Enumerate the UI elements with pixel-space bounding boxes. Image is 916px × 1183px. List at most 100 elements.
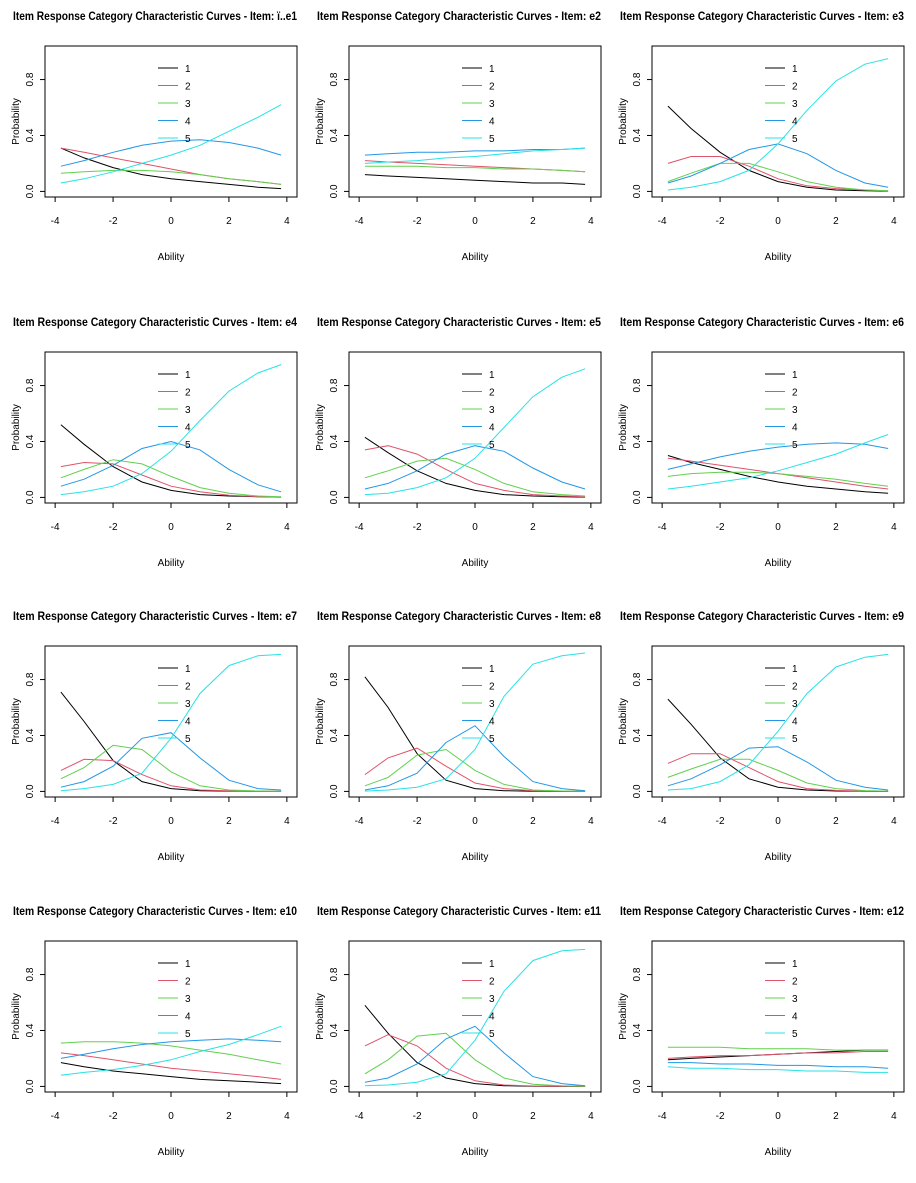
x-tick-label: -4 — [355, 522, 364, 533]
x-tick-label: -4 — [658, 816, 667, 827]
x-tick-label: 2 — [530, 1111, 536, 1122]
legend-label: 4 — [792, 117, 798, 128]
y-tick-label: 0.4 — [25, 1023, 36, 1037]
legend-label: 1 — [489, 664, 495, 675]
curve — [667, 698, 889, 792]
x-axis-label: Ability — [765, 558, 792, 569]
x-tick-label: 0 — [775, 522, 781, 533]
x-axis-label: Ability — [462, 252, 489, 263]
y-tick-label: 0.0 — [632, 490, 643, 504]
x-tick-label: 4 — [588, 816, 594, 827]
x-tick-label: 0 — [168, 816, 174, 827]
x-tick-label: -4 — [51, 522, 60, 533]
x-tick-label: 0 — [775, 216, 781, 227]
curve — [364, 948, 586, 1087]
curve — [364, 368, 586, 496]
plot-frame — [651, 645, 905, 798]
x-tick-label: 4 — [891, 522, 897, 533]
curve — [60, 461, 282, 498]
curve — [667, 653, 889, 791]
legend-label: 1 — [792, 370, 798, 381]
x-tick-label: -2 — [716, 816, 725, 827]
x-tick-label: -4 — [658, 1111, 667, 1122]
x-tick-label: -4 — [355, 816, 364, 827]
legend-label: 2 — [489, 82, 495, 93]
x-tick-label: -2 — [413, 216, 422, 227]
legend-label: 4 — [185, 717, 191, 728]
legend-label: 5 — [185, 440, 191, 451]
x-tick-label: 2 — [226, 1111, 232, 1122]
curve — [60, 1052, 282, 1080]
x-axis-label: Ability — [158, 558, 185, 569]
x-tick-label: 0 — [472, 216, 478, 227]
x-tick-label: 4 — [588, 522, 594, 533]
legend-label: 4 — [792, 423, 798, 434]
curve — [60, 1041, 282, 1065]
x-axis-label: Ability — [462, 852, 489, 863]
chart-title: Item Response Category Characteristic Cu… — [317, 611, 602, 623]
x-tick-label: -4 — [658, 216, 667, 227]
x-tick-label: 2 — [226, 216, 232, 227]
legend-label: 1 — [185, 64, 191, 75]
legend-label: 5 — [489, 134, 495, 145]
curve — [60, 1025, 282, 1076]
x-tick-label: 0 — [472, 522, 478, 533]
x-tick-label: -2 — [716, 1111, 725, 1122]
y-tick-label: 0.8 — [329, 967, 340, 981]
legend-label: 3 — [185, 99, 191, 110]
legend-label: 3 — [185, 994, 191, 1005]
x-axis-label: Ability — [158, 252, 185, 263]
plot-frame — [651, 351, 905, 504]
curve — [667, 753, 889, 792]
x-tick-label: 0 — [775, 1111, 781, 1122]
x-tick-label: 0 — [168, 216, 174, 227]
curve — [364, 445, 586, 490]
legend-label: 3 — [489, 699, 495, 710]
x-axis-label: Ability — [765, 252, 792, 263]
curve — [364, 748, 586, 792]
y-tick-label: 0.0 — [25, 184, 36, 198]
curve — [667, 746, 889, 791]
x-tick-label: -2 — [413, 816, 422, 827]
x-tick-label: 4 — [891, 216, 897, 227]
y-axis-label: Probability — [618, 698, 629, 745]
x-tick-label: -2 — [413, 522, 422, 533]
y-tick-label: 0.8 — [632, 72, 643, 86]
plot-frame — [348, 351, 602, 504]
chart-title: Item Response Category Characteristic Cu… — [13, 11, 298, 23]
x-tick-label: -2 — [109, 816, 118, 827]
y-tick-label: 0.8 — [25, 378, 36, 392]
chart-title: Item Response Category Characteristic Cu… — [620, 317, 904, 329]
curve — [60, 744, 282, 792]
legend-label: 4 — [792, 1012, 798, 1023]
x-axis-label: Ability — [158, 852, 185, 863]
x-tick-label: 0 — [168, 522, 174, 533]
y-tick-label: 0.4 — [329, 728, 340, 742]
legend-label: 1 — [489, 370, 495, 381]
x-tick-label: -4 — [355, 216, 364, 227]
chart-title: Item Response Category Characteristic Cu… — [620, 611, 904, 623]
legend-label: 4 — [185, 117, 191, 128]
y-tick-label: 0.4 — [632, 434, 643, 448]
curve — [60, 1062, 282, 1085]
x-tick-label: -2 — [716, 216, 725, 227]
legend-label: 5 — [792, 440, 798, 451]
plot-frame — [348, 940, 602, 1093]
legend-label: 2 — [489, 977, 495, 988]
x-tick-label: 0 — [472, 816, 478, 827]
curve — [60, 653, 282, 792]
legend-label: 5 — [185, 734, 191, 745]
x-tick-label: -4 — [51, 216, 60, 227]
x-tick-label: -2 — [413, 1111, 422, 1122]
curve — [667, 162, 889, 192]
curve — [60, 104, 282, 184]
x-tick-label: 0 — [775, 816, 781, 827]
chart-title: Item Response Category Characteristic Cu… — [317, 317, 602, 329]
plot-frame — [651, 45, 905, 198]
chart-title: Item Response Category Characteristic Cu… — [620, 11, 904, 23]
x-tick-label: 4 — [588, 216, 594, 227]
curve — [364, 147, 586, 164]
curve — [364, 1034, 586, 1087]
legend-label: 3 — [792, 994, 798, 1005]
